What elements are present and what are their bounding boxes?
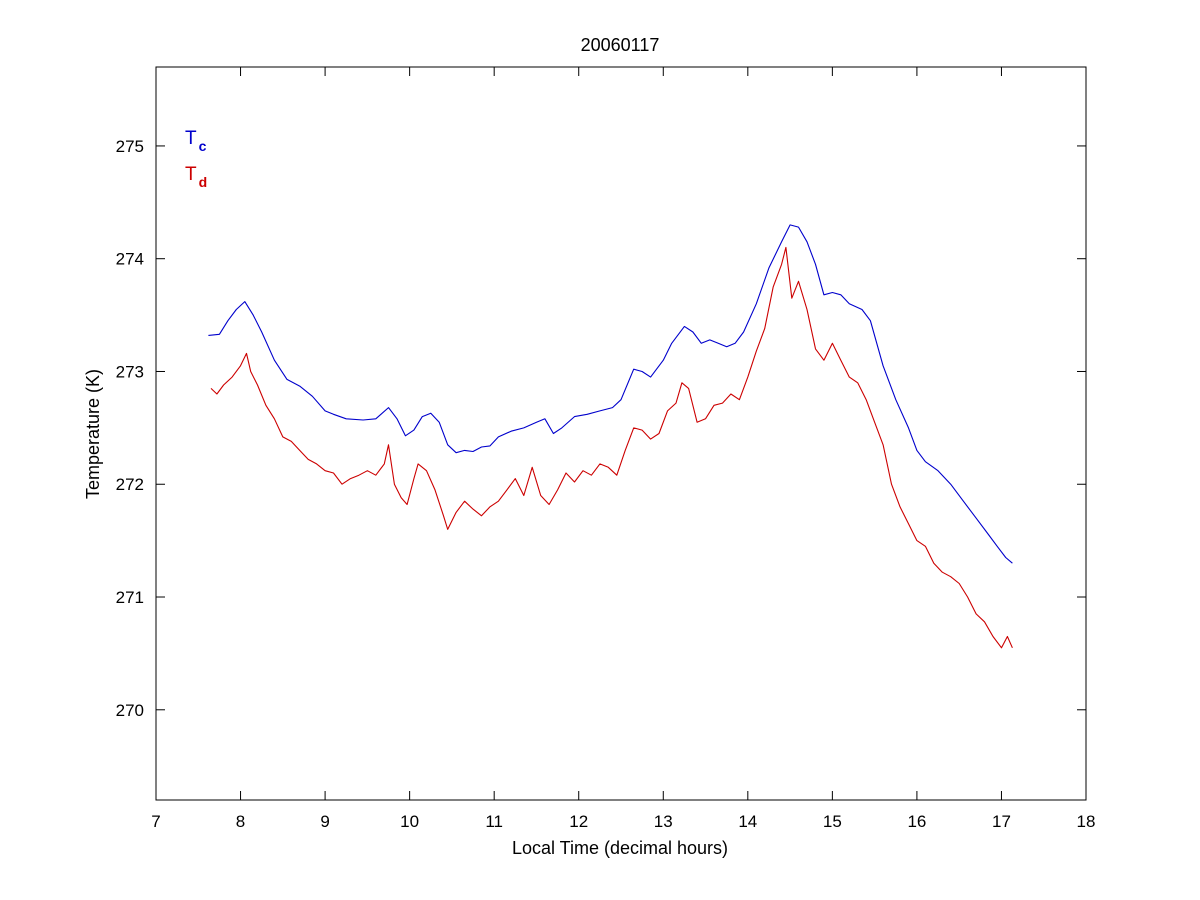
legend-subscript: d [199, 174, 208, 190]
x-tick-label: 11 [485, 812, 503, 831]
y-axis-label: Temperature (K) [83, 369, 103, 499]
axes: 7 8 9 10 11 12 13 14 15 16 17 18 270 271 272 273 274 275 [116, 66, 1096, 831]
x-tick-label: 8 [236, 812, 245, 831]
y-tick-label: 274 [116, 250, 144, 269]
y-tick-label: 275 [116, 137, 144, 156]
x-tick-label: 9 [320, 812, 329, 831]
y-tick-label: 271 [116, 588, 144, 607]
x-tick-label: 7 [151, 812, 160, 831]
y-tick-label: 273 [116, 362, 144, 381]
x-tick-label: 18 [1077, 812, 1096, 831]
x-tick-label: 16 [907, 812, 926, 831]
x-tick-label: 15 [823, 812, 842, 831]
chart-title: 20060117 [581, 35, 660, 55]
y-tick-label: 272 [116, 475, 144, 494]
x-tick-label: 13 [654, 812, 673, 831]
y-tick-label: 270 [116, 701, 144, 720]
legend-subscript: c [199, 138, 207, 154]
legend-symbol: T [185, 164, 197, 185]
x-axis-label: Local Time (decimal hours) [512, 838, 728, 858]
axes-box [155, 66, 1087, 801]
legend-symbol: T [185, 128, 197, 149]
series-line-td [210, 246, 1013, 649]
x-tick-label: 17 [992, 812, 1011, 831]
plot-area [208, 224, 1013, 649]
x-tick-label: 10 [400, 812, 419, 831]
x-tick-label: 12 [569, 812, 588, 831]
series-line-tc [208, 224, 1013, 564]
x-tick-label: 14 [738, 812, 757, 831]
